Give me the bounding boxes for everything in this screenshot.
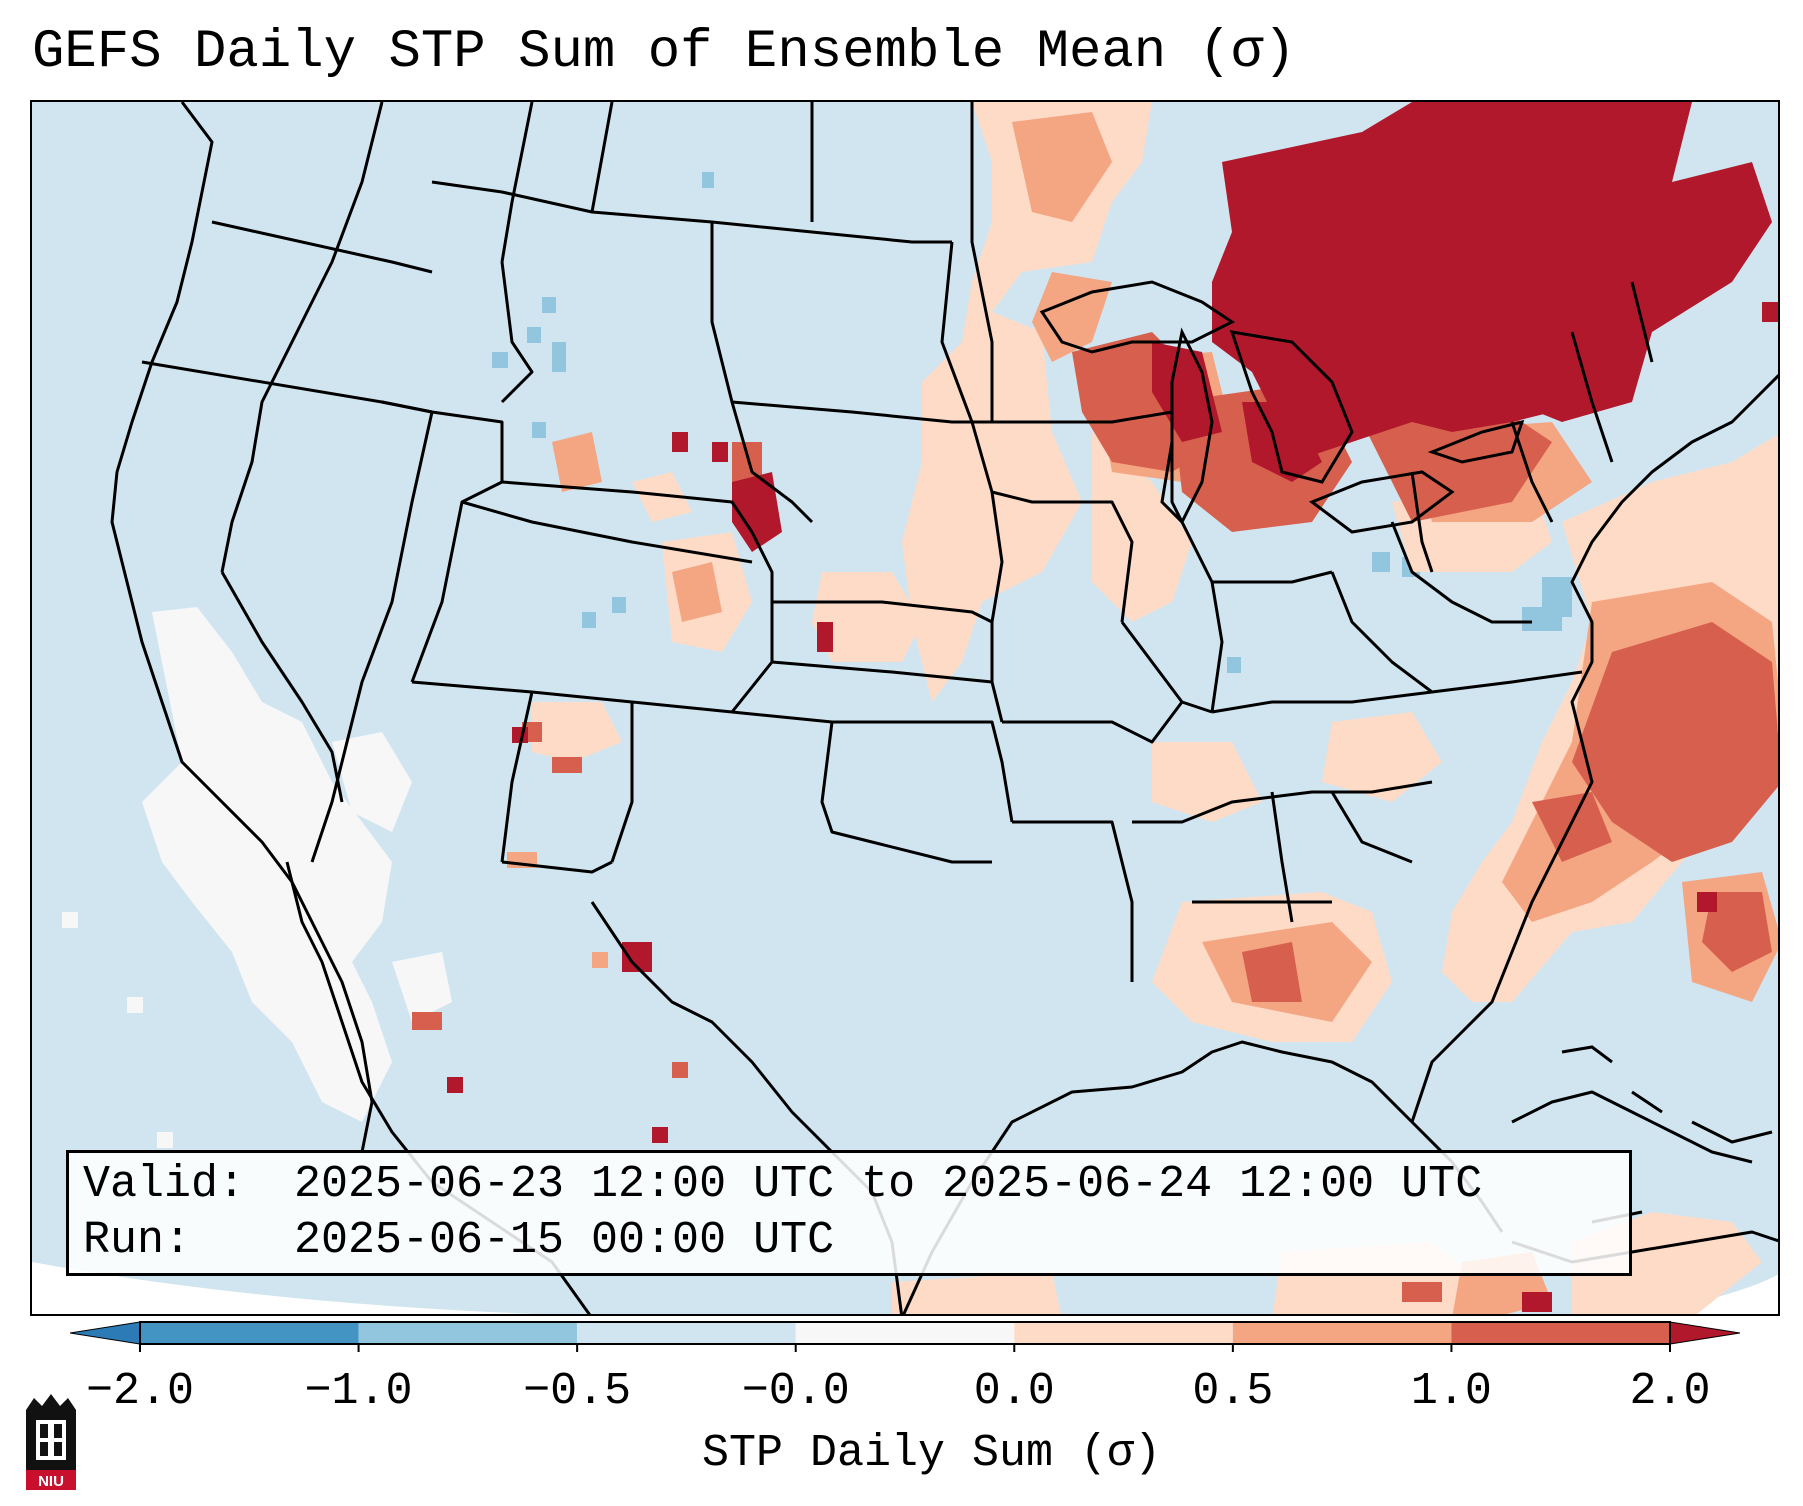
colorbar-tick-label: 1.0 — [1410, 1366, 1492, 1417]
projection-edge — [32, 1262, 536, 1314]
logo-banner — [26, 1470, 76, 1490]
colorbar-tick-label: 2.0 — [1629, 1366, 1711, 1417]
map-panel — [30, 100, 1780, 1316]
valid-value: 2025-06-23 12:00 UTC to 2025-06-24 12:00… — [294, 1159, 1483, 1210]
near-zero-region — [62, 607, 452, 1148]
colorbar-bin — [358, 1322, 578, 1344]
valid-row: Valid: 2025-06-23 12:00 UTC to 2025-06-24… — [83, 1157, 1615, 1213]
colorbar-outline — [139, 1321, 1671, 1345]
state-borders — [141, 102, 1654, 982]
logo-text: NIU — [38, 1473, 64, 1490]
colorbar-label: STP Daily Sum (σ) — [701, 1428, 1162, 1479]
colorbar-tick-label: 0.5 — [1192, 1366, 1274, 1417]
map-canvas — [32, 102, 1778, 1314]
valid-run-info-box: Valid: 2025-06-23 12:00 UTC to 2025-06-24… — [66, 1150, 1632, 1276]
valid-label: Valid: — [83, 1159, 246, 1210]
colorbar-bin — [1014, 1322, 1233, 1344]
colorbar-tick-label: −0.5 — [523, 1366, 632, 1417]
chart-title: GEFS Daily STP Sum of Ensemble Mean (σ) — [32, 22, 1296, 83]
negative-anomaly-cells — [492, 172, 1572, 673]
projection-edge-right — [1650, 1274, 1778, 1314]
colorbar-bin — [1451, 1322, 1670, 1344]
colorbar-bin-under — [70, 1321, 141, 1345]
colorbar-bin — [795, 1322, 1015, 1344]
colorbar-bin — [1232, 1322, 1452, 1344]
colorbar-bin-over — [1669, 1321, 1740, 1345]
run-value: 2025-06-15 00:00 UTC — [294, 1215, 835, 1266]
extreme-positive-areas — [447, 102, 1778, 1312]
run-row: Run: 2025-06-15 00:00 UTC — [83, 1213, 1615, 1269]
colorbar-bin — [577, 1322, 796, 1344]
colorbar-bin — [140, 1322, 359, 1344]
colorbar-bins — [70, 1321, 1740, 1352]
colorbar — [70, 1321, 1740, 1352]
colorbar-tick-label: −0.0 — [741, 1366, 850, 1417]
colorbar-tick-label: 0.0 — [973, 1366, 1055, 1417]
niu-logo: NIU — [26, 1394, 76, 1490]
run-label: Run: — [83, 1215, 192, 1266]
colorbar-tick-label: −2.0 — [85, 1366, 195, 1417]
colorbar-tick-label: −1.0 — [304, 1366, 413, 1417]
